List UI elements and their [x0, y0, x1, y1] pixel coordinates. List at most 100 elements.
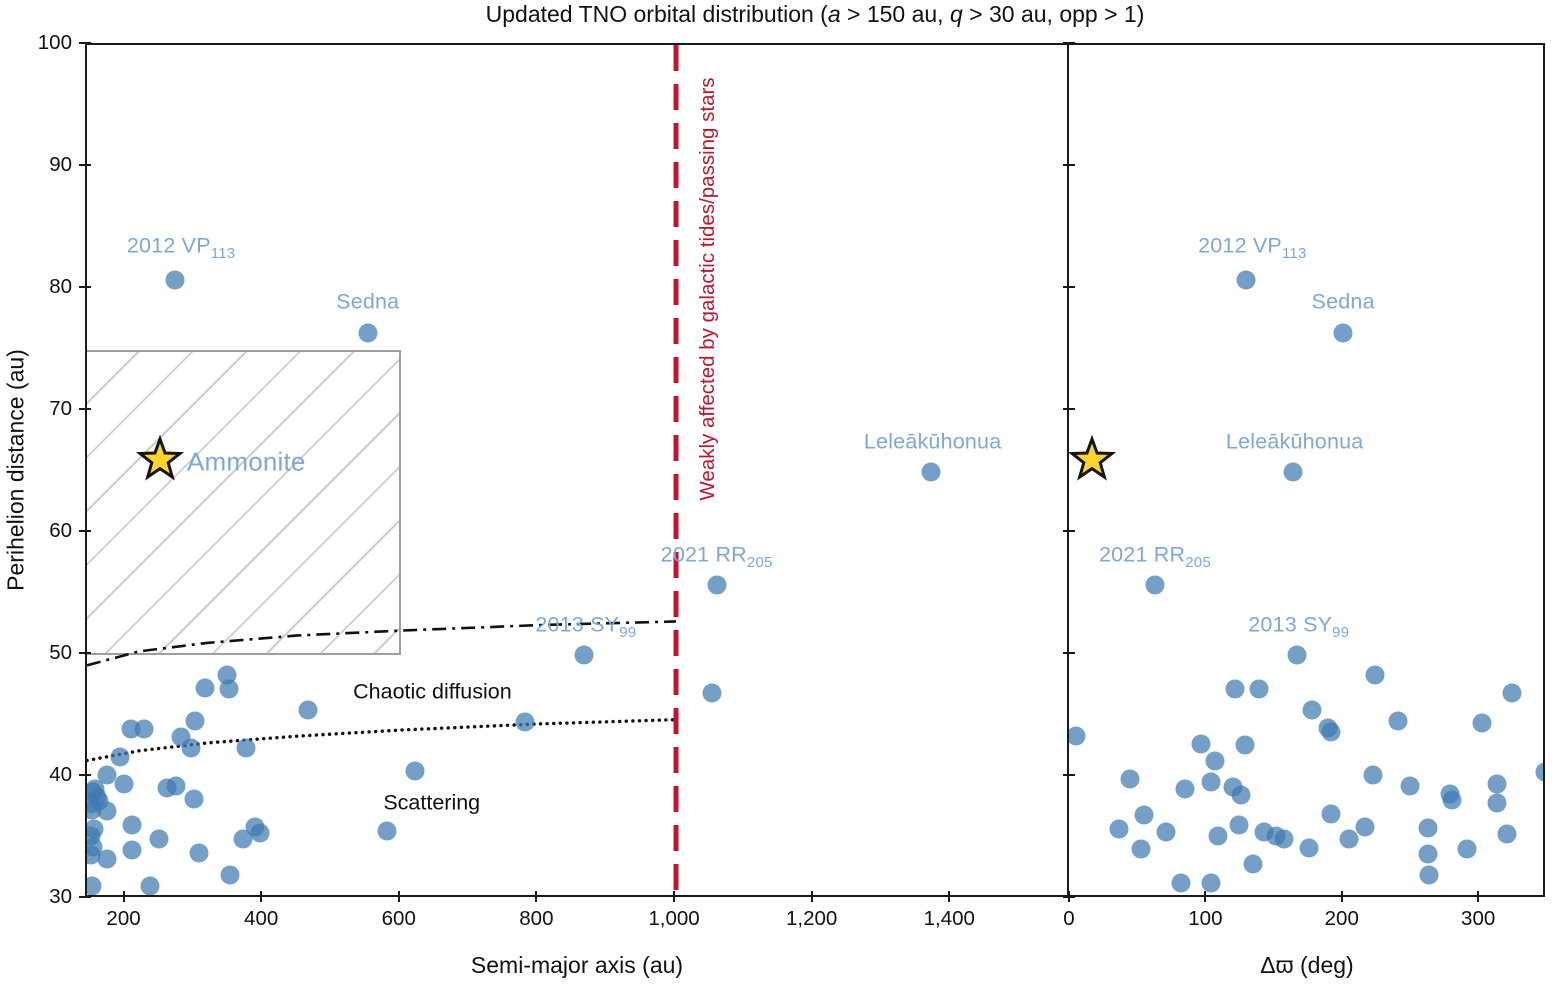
y-tick: [1063, 530, 1075, 532]
scatter-point: [97, 849, 117, 869]
title-segment: > 30 au, opp > 1): [962, 1, 1145, 27]
scatter-point: [1487, 793, 1507, 813]
object-label: 2013 SY99: [1248, 612, 1350, 641]
scatter-point: [1419, 865, 1439, 885]
scatter-point: [1365, 665, 1384, 685]
y-tick: [1063, 164, 1075, 166]
object-label-subscript: 113: [1281, 245, 1307, 263]
scatter-point: [1201, 772, 1221, 792]
object-label-subscript: 113: [210, 245, 236, 263]
scatter-point: [219, 679, 239, 699]
scatter-point: [114, 774, 134, 794]
scatter-point: [1535, 762, 1543, 782]
named-point: [1287, 645, 1307, 665]
object-label: 2021 RR205: [660, 542, 773, 572]
curves-layer: [87, 45, 679, 895]
scatter-point: [1191, 734, 1211, 754]
scatter-point: [1235, 735, 1255, 755]
scatter-point: [140, 876, 160, 895]
y-tick: [79, 408, 91, 410]
x-tick: [397, 891, 400, 902]
scatter-point: [195, 678, 215, 698]
scatter-point: [1208, 826, 1228, 846]
scatter-point: [1487, 774, 1507, 794]
object-label-subscript: 205: [746, 554, 773, 572]
object-label: 2012 VP113: [1198, 233, 1307, 263]
scatter-point: [1171, 873, 1191, 893]
named-point: [358, 323, 378, 343]
object-label: 2013 SY99: [535, 612, 637, 641]
scatter-point: [1418, 844, 1438, 864]
x-tick-label: 100: [1188, 907, 1223, 930]
scatter-point: [220, 865, 240, 885]
named-point: [1145, 575, 1165, 595]
scatter-point: [1442, 790, 1462, 810]
x-tick: [1204, 891, 1207, 902]
y-tick-label: 70: [49, 397, 72, 420]
y-tick: [79, 164, 91, 166]
scatter-point: [1201, 873, 1221, 893]
scatter-point: [1229, 815, 1249, 835]
y-tick: [79, 286, 91, 288]
object-label: Sedna: [1311, 289, 1375, 314]
y-tick-label: 40: [49, 763, 72, 786]
scatter-point: [1339, 829, 1359, 849]
scatter-point: [1134, 805, 1154, 825]
scatter-point: [1418, 818, 1438, 838]
figure-title: Updated TNO orbital distribution (a > 15…: [486, 1, 1145, 28]
x-tick-label: 300: [1461, 907, 1496, 930]
named-point: [1236, 270, 1256, 290]
y-tick-label: 90: [49, 153, 72, 176]
y-tick: [1063, 42, 1075, 44]
x-tick-label: 0: [1063, 907, 1075, 930]
object-label: Leleākūhonua: [863, 429, 1002, 454]
scatter-point: [149, 829, 169, 849]
scatter-point: [1457, 839, 1477, 859]
scatter-point: [405, 761, 425, 781]
object-label: 2012 VP113: [126, 233, 236, 263]
scatter-point: [97, 801, 117, 821]
object-label: Leleākūhonua: [1225, 429, 1364, 454]
named-point: [921, 462, 941, 482]
object-label: Sedna: [336, 289, 400, 314]
scatter-point: [236, 738, 256, 758]
scatter-point: [1302, 700, 1322, 720]
y-tick: [79, 530, 91, 532]
scatter-point: [217, 665, 237, 685]
x-tick-label: 200: [106, 907, 141, 930]
x-tick: [260, 891, 263, 902]
named-point: [707, 575, 727, 595]
x-tick: [673, 891, 676, 902]
y-tick: [1063, 652, 1075, 654]
x-axis-label-right: Δϖ (deg): [1260, 952, 1354, 978]
title-segment: a: [827, 1, 841, 27]
named-point: [1333, 323, 1353, 343]
object-label: Ammonite: [186, 446, 306, 477]
star-shape: [1069, 434, 1117, 481]
object-label-subscript: 205: [1185, 554, 1211, 572]
scatter-point: [1400, 776, 1420, 796]
scatter-point: [97, 765, 117, 785]
scatter-point: [1388, 711, 1408, 731]
scattering-curve: [87, 717, 678, 763]
curves-layer: [1069, 45, 1543, 895]
ammonite-star-icon: [135, 434, 185, 481]
y-tick-label: 30: [49, 885, 72, 908]
hatched-region: [87, 350, 401, 655]
x-tick: [122, 891, 125, 902]
scatter-point: [1243, 854, 1263, 874]
named-point: [1283, 462, 1303, 482]
plot-area-left: Weakly affected by galactic tides/passin…: [87, 45, 1067, 895]
y-tick: [1063, 408, 1075, 410]
annotation-chaotic-diffusion: Chaotic diffusion: [353, 679, 512, 704]
y-tick: [79, 42, 91, 44]
title-segment: Updated TNO orbital distribution (: [485, 1, 828, 27]
x-tick: [535, 891, 538, 902]
scatter-point: [1131, 839, 1151, 859]
scatter-point: [1069, 726, 1086, 746]
scatter-point: [87, 845, 101, 865]
chaotic-diffusion-curve: [87, 620, 677, 667]
scatter-point: [1299, 838, 1319, 858]
x-tick: [1477, 891, 1480, 902]
